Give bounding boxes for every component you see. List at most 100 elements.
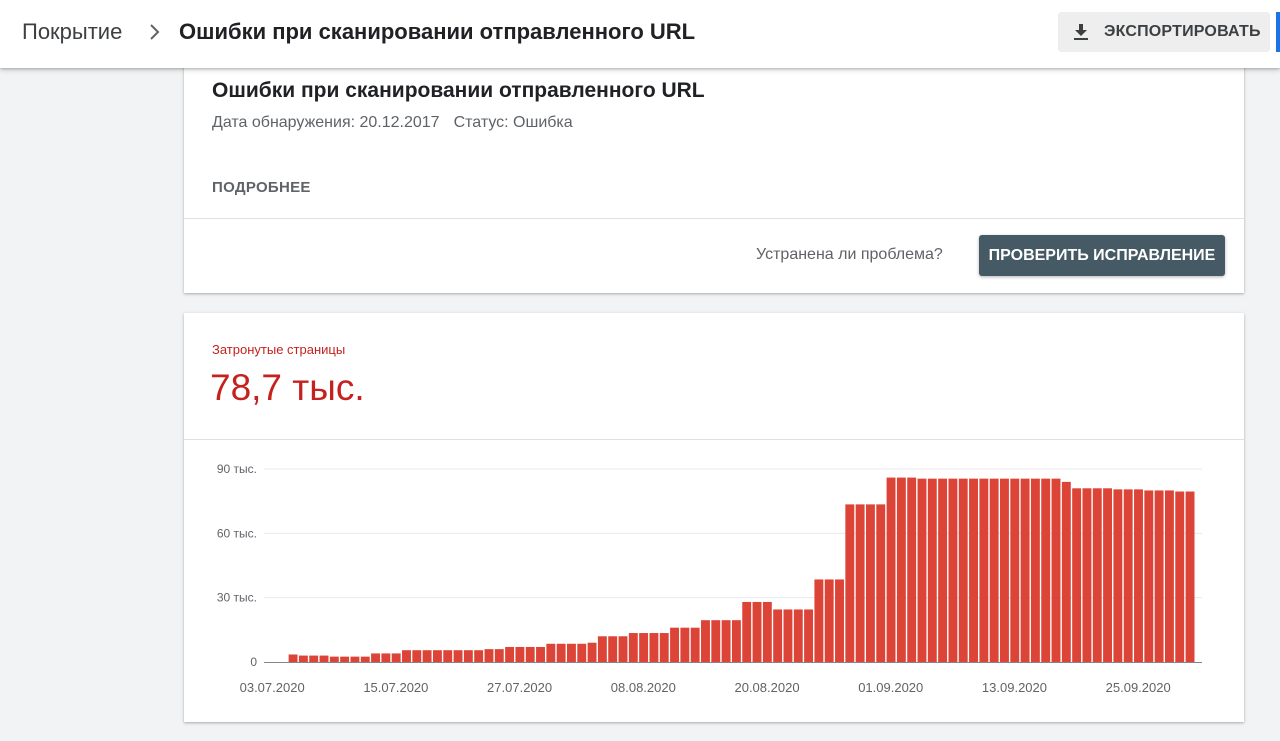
bar <box>1030 478 1040 662</box>
breadcrumb-root-link[interactable]: Покрытие <box>22 19 123 44</box>
bar <box>1000 478 1009 662</box>
bar <box>742 601 752 662</box>
bar <box>298 655 308 662</box>
bar <box>463 650 473 662</box>
breadcrumb-current: Ошибки при сканировании отправленного UR… <box>179 19 696 44</box>
bar <box>773 609 783 662</box>
bar <box>865 504 875 662</box>
bar <box>783 609 793 662</box>
download-icon <box>1074 24 1088 40</box>
bar <box>917 478 927 662</box>
x-tick-label: 03.07.2020 <box>240 680 305 695</box>
validate-fix-button[interactable]: ПРОВЕРИТЬ ИСПРАВЛЕНИЕ <box>979 235 1225 276</box>
bar <box>896 477 906 662</box>
bar <box>649 633 659 662</box>
export-button[interactable]: ЭКСПОРТИРОВАТЬ <box>1058 12 1270 52</box>
metric-label: Затронутые страницы <box>212 342 346 357</box>
x-tick-label: 08.08.2020 <box>611 680 676 695</box>
bar <box>597 636 607 662</box>
bar <box>1082 488 1092 662</box>
bar <box>721 620 731 662</box>
bar <box>422 650 432 662</box>
bar <box>814 579 824 662</box>
bar <box>453 650 463 662</box>
bar <box>350 656 360 662</box>
bar <box>948 478 958 662</box>
bar <box>371 653 381 662</box>
bar <box>1113 489 1123 662</box>
bar <box>505 646 515 662</box>
fix-question: Устранена ли проблема? <box>756 246 943 263</box>
bar <box>835 579 844 662</box>
export-button-label: ЭКСПОРТИРОВАТЬ <box>1104 23 1261 40</box>
bar <box>402 650 411 662</box>
bar <box>309 655 319 662</box>
bar <box>494 649 504 662</box>
bar <box>288 654 298 662</box>
bar <box>443 650 453 662</box>
bar <box>1154 490 1164 662</box>
bar <box>1144 490 1154 662</box>
chevron-right-icon <box>150 24 160 40</box>
issue-title: Ошибки при сканировании отправленного UR… <box>212 79 705 102</box>
metric-value: 78,7 тыс. <box>210 367 365 408</box>
detection-date: Дата обнаружения: 20.12.2017 <box>212 114 440 131</box>
bar <box>1175 491 1185 662</box>
bar <box>1010 478 1020 662</box>
bar <box>329 656 339 662</box>
bar <box>1072 488 1082 662</box>
bar <box>670 627 679 662</box>
bar <box>989 478 999 662</box>
bar <box>618 636 628 662</box>
bar <box>690 627 700 662</box>
bar <box>1123 489 1133 662</box>
bar <box>536 646 545 662</box>
bar <box>824 579 834 662</box>
x-tick-label: 27.07.2020 <box>487 680 552 695</box>
bar <box>969 478 978 662</box>
bar <box>804 609 814 662</box>
bar <box>927 478 937 662</box>
bar <box>340 656 350 662</box>
issue-meta: Дата обнаружения: 20.12.2017 Статус: Ошиб… <box>212 114 573 132</box>
bar <box>659 633 669 662</box>
bar <box>639 633 649 662</box>
affected-pages-card: Затронутые страницы 78,7 тыс. 0 30 тыс. 60… <box>184 313 1244 722</box>
x-tick-label: 01.09.2020 <box>858 680 923 695</box>
bar <box>793 609 803 662</box>
bar <box>587 642 597 662</box>
affected-pages-chart: 0 30 тыс. 60 тыс. 90 тыс. 03.07.2020 15.07.20… <box>217 462 1202 695</box>
bar <box>711 620 721 662</box>
bar <box>876 504 886 662</box>
bar <box>845 504 855 662</box>
bar <box>1103 488 1113 662</box>
bar <box>1164 490 1174 662</box>
card-divider <box>184 218 1244 219</box>
bar <box>938 478 948 662</box>
issue-details-card: Ошибки при сканировании отправленного UR… <box>184 62 1244 293</box>
x-tick-label: 13.09.2020 <box>982 680 1047 695</box>
bar <box>1061 481 1071 662</box>
bar <box>1020 478 1030 662</box>
bar <box>381 653 391 662</box>
bar <box>907 477 917 662</box>
bar <box>680 627 690 662</box>
bar <box>1185 491 1195 662</box>
bar <box>762 601 772 662</box>
y-tick-label: 30 тыс. <box>217 591 257 605</box>
bar <box>319 655 329 662</box>
learn-more-link[interactable]: ПОДРОБНЕЕ <box>212 179 311 196</box>
x-tick-label: 25.09.2020 <box>1106 680 1171 695</box>
bar <box>628 633 638 662</box>
bar <box>701 620 710 662</box>
y-tick-label: 60 тыс. <box>217 526 257 540</box>
bar <box>391 653 401 662</box>
partial-button-edge[interactable] <box>1276 12 1280 52</box>
bar <box>546 643 556 662</box>
bar <box>1041 478 1051 662</box>
card-divider <box>184 439 1244 440</box>
bar <box>525 646 535 662</box>
bar <box>556 643 566 662</box>
bar <box>1051 478 1061 662</box>
bar <box>515 646 525 662</box>
